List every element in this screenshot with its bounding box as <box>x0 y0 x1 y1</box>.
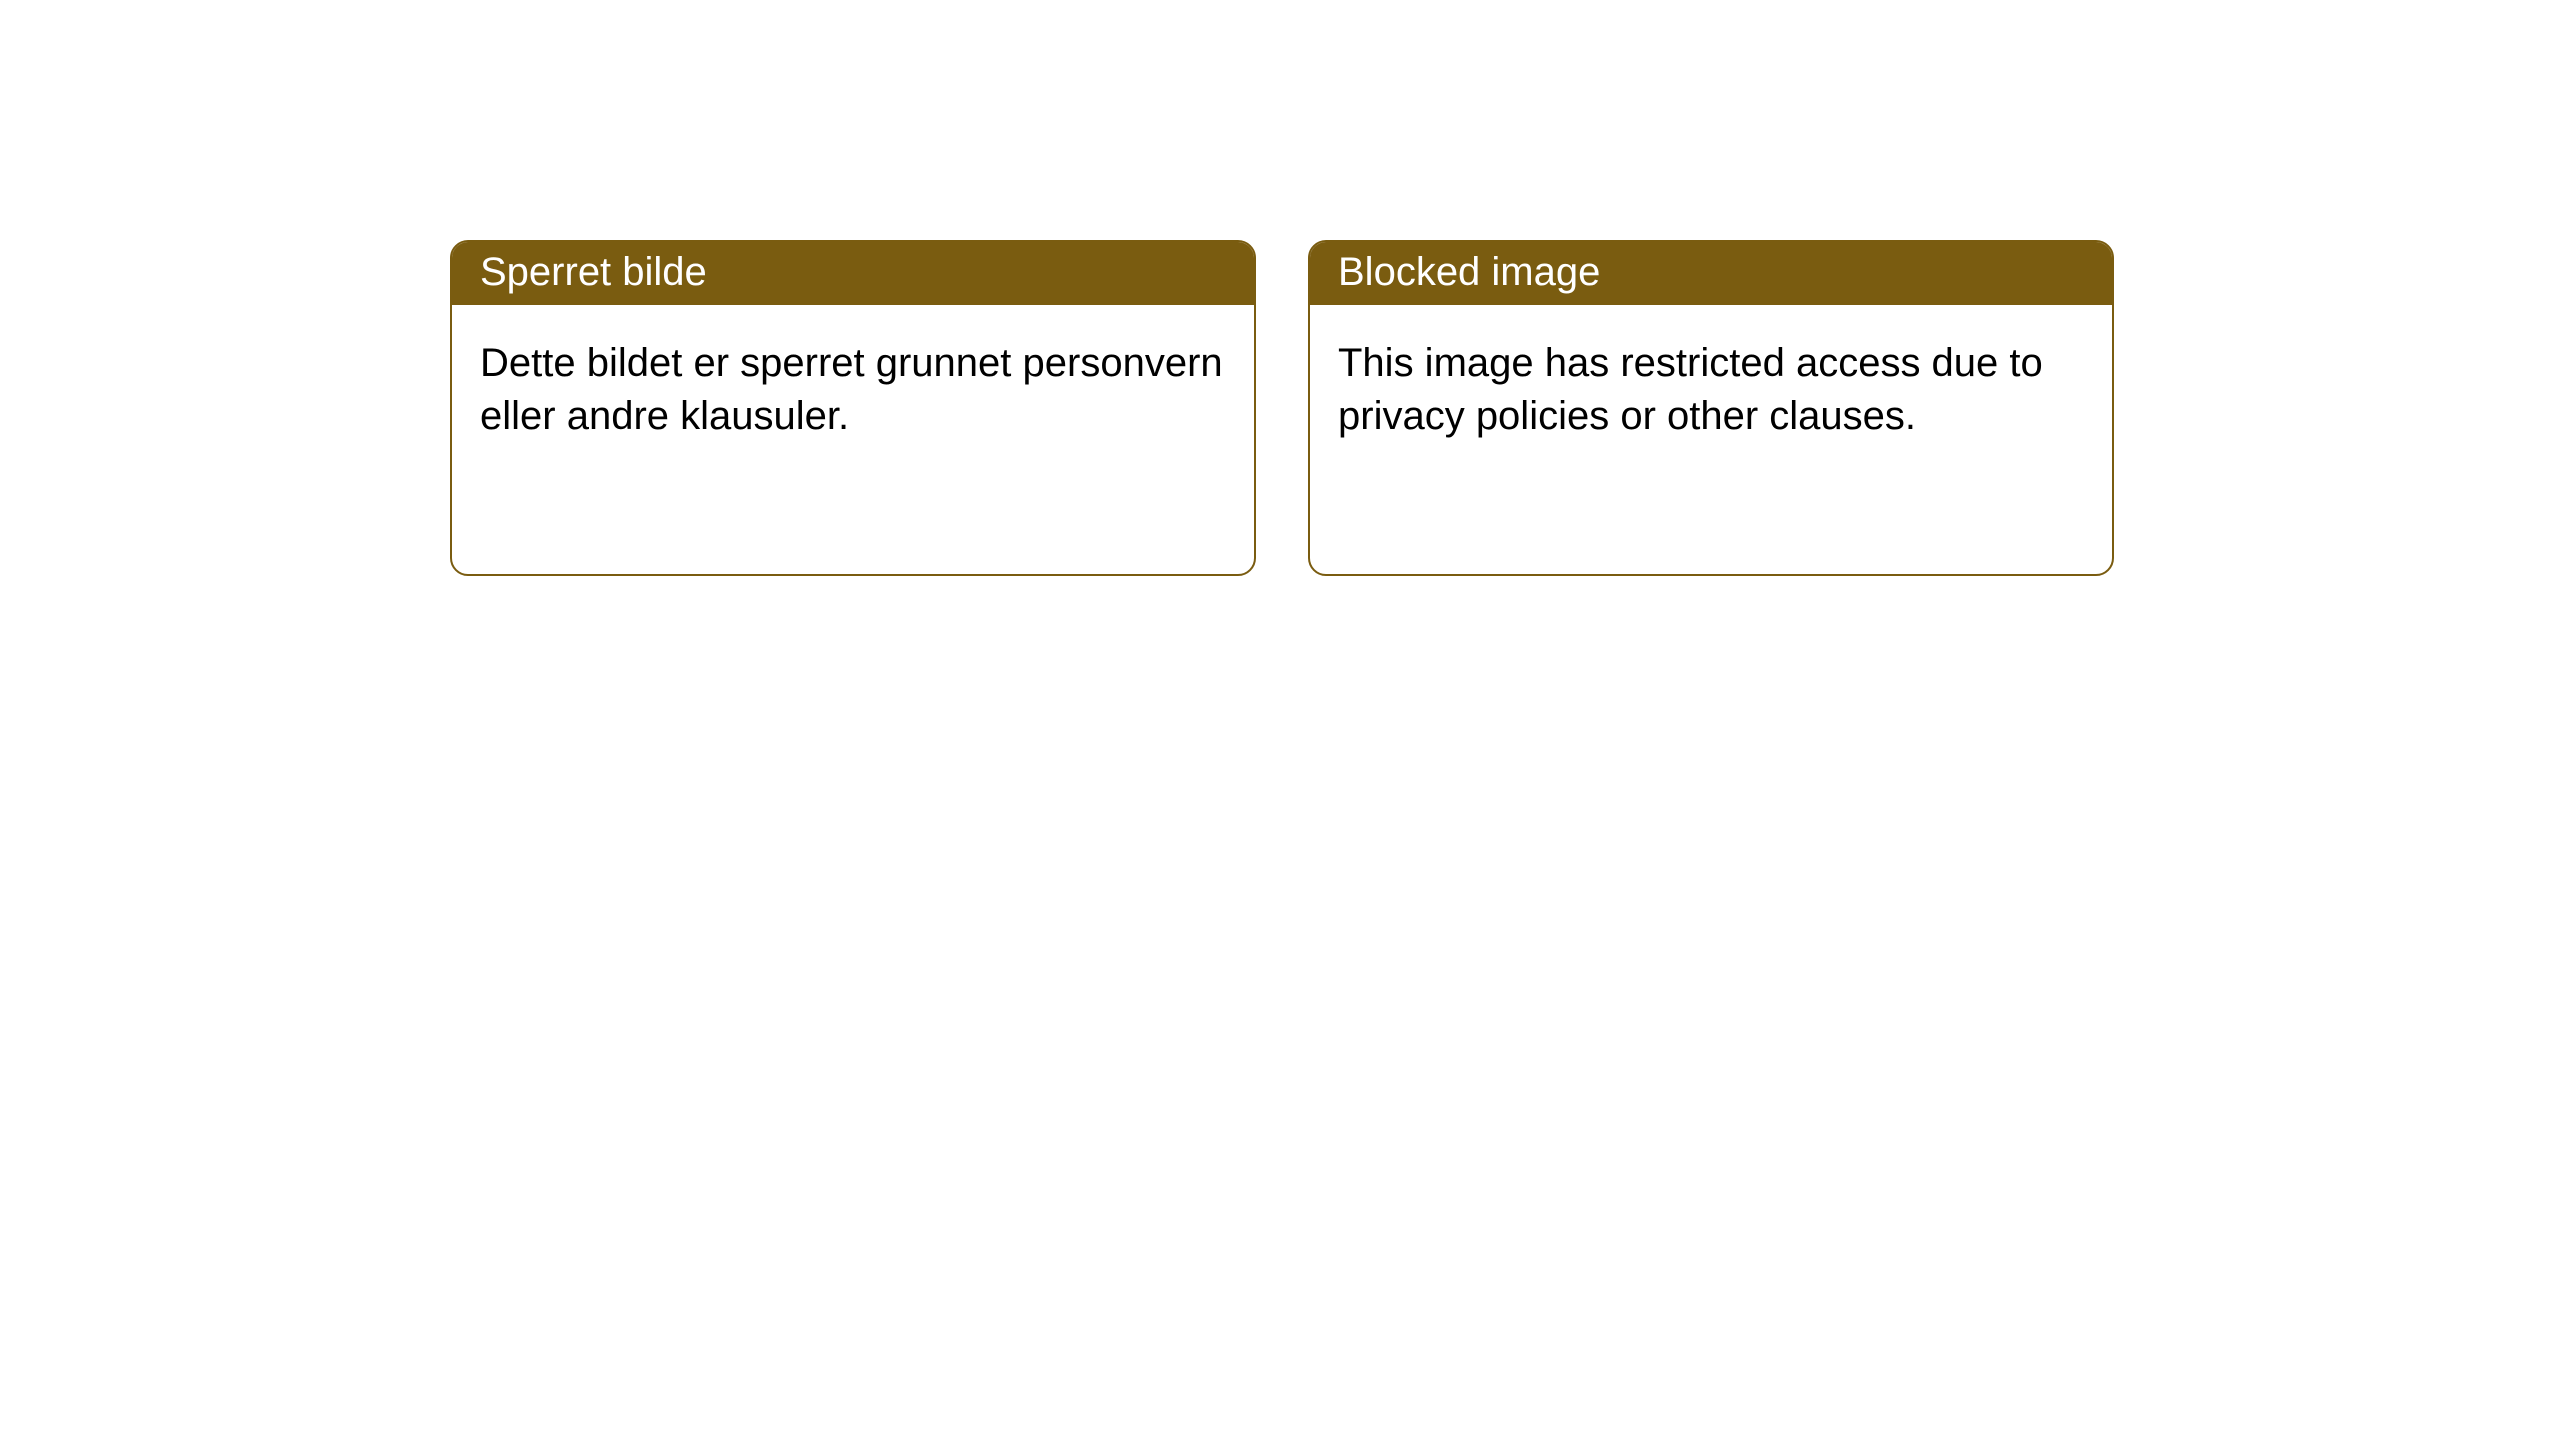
card-title-norwegian: Sperret bilde <box>452 242 1254 305</box>
card-body-english: This image has restricted access due to … <box>1310 305 2112 475</box>
notice-cards-row: Sperret bilde Dette bildet er sperret gr… <box>450 240 2560 576</box>
notice-card-norwegian: Sperret bilde Dette bildet er sperret gr… <box>450 240 1256 576</box>
card-title-english: Blocked image <box>1310 242 2112 305</box>
card-body-norwegian: Dette bildet er sperret grunnet personve… <box>452 305 1254 475</box>
notice-card-english: Blocked image This image has restricted … <box>1308 240 2114 576</box>
